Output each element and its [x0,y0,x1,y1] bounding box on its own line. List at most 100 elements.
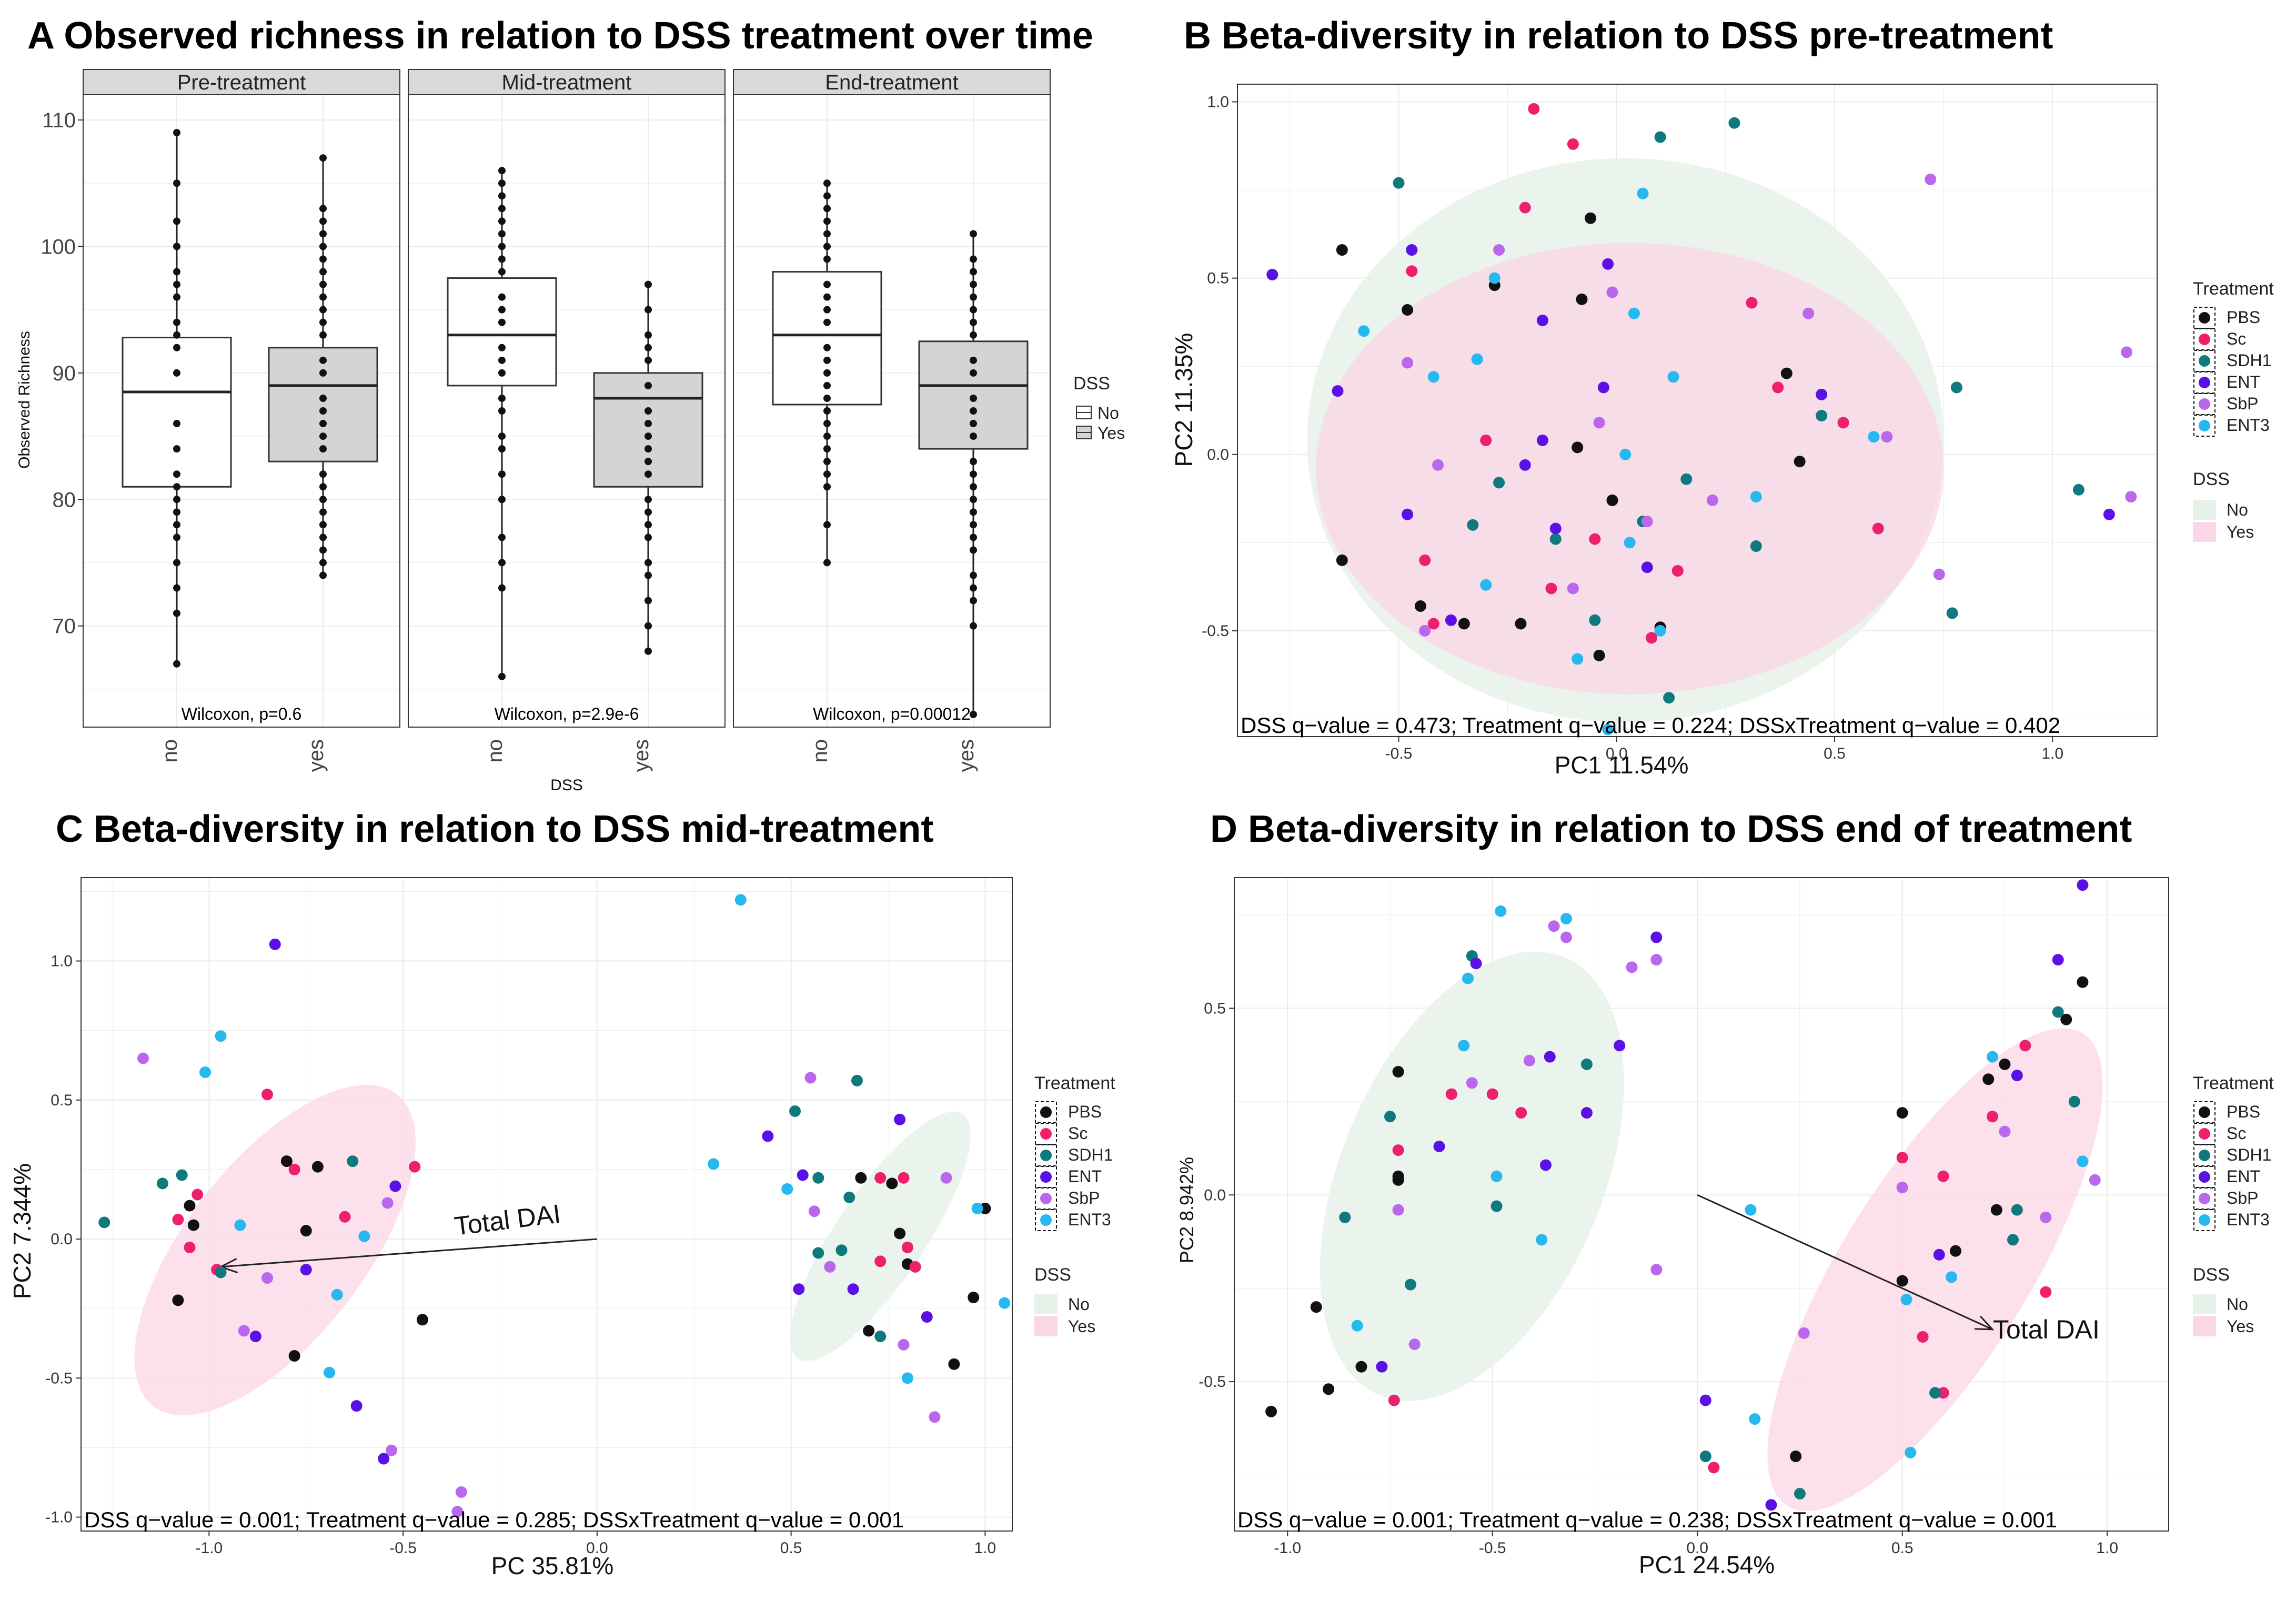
point-ent3 [1637,187,1649,199]
data-point [498,255,506,263]
panel-d-scatter: -1.0 -0.5 0.0 0.5 1.0 -0.5 0.0 0.5 Total DAI DS… [1176,877,2274,1578]
point-ent [269,938,281,950]
point-sdh1 [812,1247,824,1259]
data-point [823,230,831,238]
x-tick-mid-no: no [484,739,507,763]
point-pbs [1392,1174,1404,1186]
y-tick-label: 1.0 [51,953,73,970]
point-ent3 [1491,1170,1503,1182]
legend-dot-ent3 [2199,1214,2210,1226]
legend-dot-ent [2199,1171,2210,1183]
panel-b-legend-dss-title: DSS [2193,469,2230,489]
point-pbs [1780,367,1793,379]
x-tick-label: 1.0 [2041,745,2063,762]
data-point [319,407,327,415]
point-sc [288,1163,300,1175]
panel-a-y-title: Observed Richness [16,331,33,469]
point-pbs [1606,494,1618,506]
data-point [645,280,652,288]
data-point [173,293,180,301]
point-ent3 [199,1066,211,1078]
panel-c-legend: Treatment PBS Sc SDH1 ENT SbP ENT3 DSS N… [1034,1073,1115,1336]
legend-b-label-ent3: ENT3 [2227,416,2270,435]
point-ent3 [215,1030,227,1042]
point-pbs [1896,1107,1908,1119]
point-pbs [184,1200,196,1212]
data-point [823,470,831,478]
data-point [498,356,506,364]
point-ent3 [1427,371,1439,383]
point-sbp [2089,1174,2101,1186]
point-sbp [1626,961,1638,973]
point-pbs [1982,1073,1995,1085]
point-ent [1597,381,1609,394]
x-tick-label: 1.0 [974,1539,996,1557]
data-point [823,255,831,263]
data-point [498,217,506,225]
point-sc [1567,138,1579,150]
x-tick-label: -0.5 [1479,1539,1506,1557]
data-point [970,470,977,478]
legend-b-label-sdh1: SDH1 [2227,351,2271,370]
point-sc [1392,1144,1404,1156]
point-sc [874,1172,887,1184]
point-ent [2011,1070,2023,1082]
point-pbs [311,1161,324,1173]
point-sbp [455,1486,467,1498]
point-pbs [1515,618,1527,630]
point-sc [1445,1088,1457,1100]
point-ent [1470,958,1482,970]
data-point [970,369,977,377]
point-sbp [2121,346,2133,358]
y-tick-label: 0.0 [1207,446,1229,464]
point-sbp [1432,459,1444,471]
point-sbp [1798,1327,1810,1339]
y-tick-label: -0.5 [1199,1373,1226,1391]
point-sbp [1523,1054,1535,1066]
point-ent [1765,1499,1777,1511]
point-sdh1 [1929,1387,1941,1399]
point-sbp [898,1338,910,1351]
panel-c-marks [98,894,1011,1518]
data-point [645,306,652,314]
point-sbp [1419,625,1431,637]
point-sbp [1408,1338,1421,1351]
point-sc [1515,1107,1527,1119]
data-point [498,584,506,592]
data-point [498,268,506,276]
point-pbs [1593,649,1605,661]
data-point [970,394,977,402]
point-ent3 [331,1288,343,1301]
legend-d-label-pbs: PBS [2227,1102,2260,1121]
point-sbp [824,1261,836,1273]
data-point [970,521,977,529]
data-point [173,369,180,377]
data-point [173,559,180,567]
data-point [173,344,180,351]
facet-stat-end: Wilcoxon, p=0.00012 [813,704,971,723]
data-point [498,293,506,301]
point-ent [378,1453,390,1465]
data-point [823,445,831,453]
panel-b-scatter: -0.5 0.0 0.5 1.0 -0.5 0.0 0.5 1.0 DSS q−value =… [1170,84,2274,779]
data-point [498,243,506,250]
legend-dot-sdh1 [2199,355,2210,367]
panel-d-stat: DSS q−value = 0.001; Treatment q−value =… [1237,1507,2057,1532]
data-point [823,381,831,389]
y-tick-label: 0.5 [51,1092,73,1109]
point-sdh1 [812,1172,824,1184]
y-tick-label: 100 [41,235,76,258]
point-sdh1 [1393,177,1405,189]
panel-a-boxplot: 70 80 90 100 110 Pre-treatment Mid-treatment… [16,69,1125,794]
point-sc [339,1211,351,1223]
point-pbs [948,1358,960,1370]
point-sc [409,1161,421,1173]
point-sc [1486,1088,1498,1100]
point-ent3 [1987,1051,1999,1063]
data-point [823,217,831,225]
data-point [970,710,977,718]
panel-c-y-title: PC2 7.344% [8,1163,36,1299]
point-ent3 [1905,1446,1917,1458]
point-ent [1376,1361,1388,1373]
